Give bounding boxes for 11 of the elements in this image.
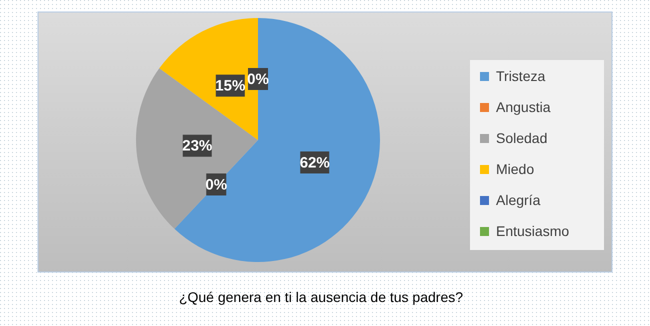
legend-label: Miedo bbox=[496, 161, 534, 177]
legend-label: Tristeza bbox=[496, 68, 546, 84]
data-label: 15% bbox=[215, 78, 246, 95]
legend-label: Angustia bbox=[496, 99, 551, 115]
data-label: 23% bbox=[182, 138, 212, 155]
legend-label: Alegría bbox=[496, 192, 541, 208]
legend-label: Entusiasmo bbox=[496, 223, 570, 239]
text: ¿Qué genera en ti la ausencia de tus padres? bbox=[178, 289, 464, 305]
pie-slice bbox=[174, 18, 380, 262]
data-label: 62% bbox=[300, 154, 330, 172]
legend-label: Soledad bbox=[496, 130, 548, 146]
